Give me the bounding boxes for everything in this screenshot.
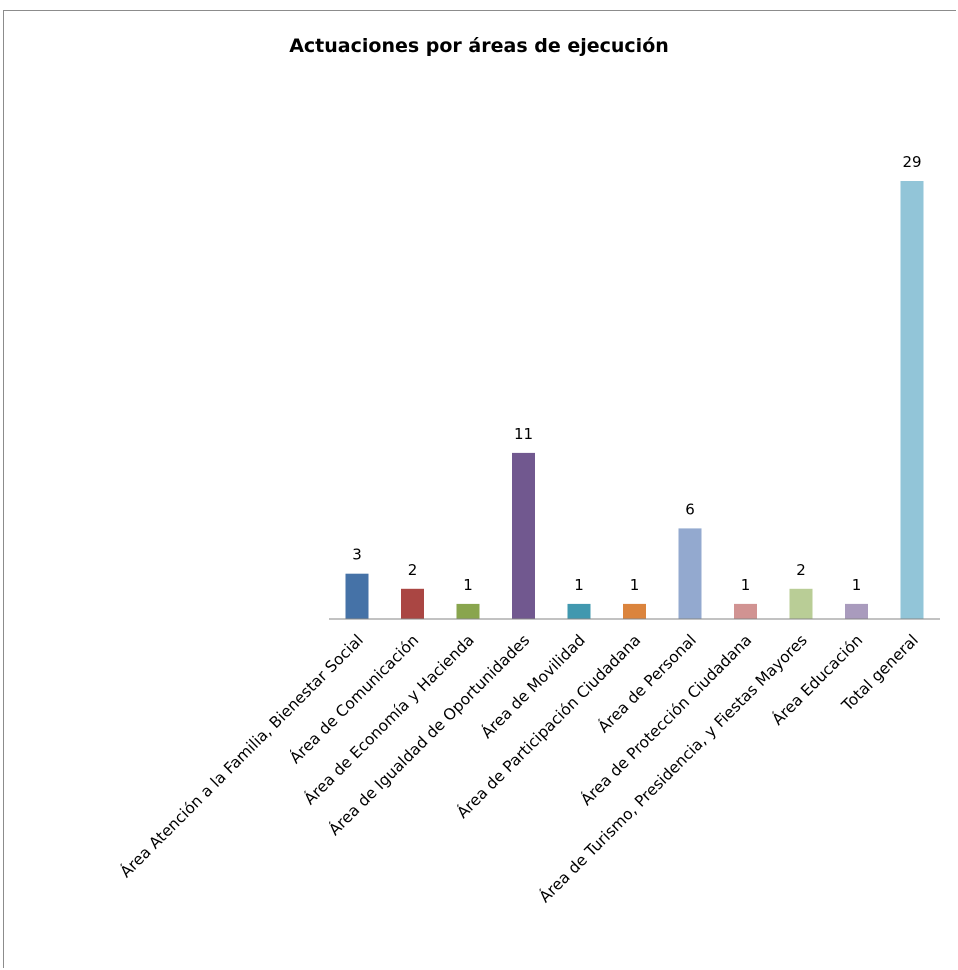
bar-4 [567,603,591,619]
bar-9 [845,603,868,619]
category-label-4: Área de Movilidad [477,630,589,742]
data-label-7: 1 [741,576,751,594]
category-label-8: Área de Turismo, Presidencia, y Fiestas … [535,630,811,906]
data-label-8: 2 [796,561,806,579]
data-label-0: 3 [352,546,362,564]
bar-1 [401,588,424,619]
category-label-0: Área Atención a la Familia, Bienestar So… [116,630,367,881]
bar-7 [734,603,757,619]
chart-frame [3,10,956,968]
data-label-6: 6 [685,500,695,518]
chart-title: Actuaciones por áreas de ejecución [289,35,669,57]
data-label-2: 1 [463,576,473,594]
category-label-3: Área de Igualdad de Oportunidades [325,630,534,839]
data-label-5: 1 [630,576,640,594]
data-label-4: 1 [574,576,584,594]
bar-10 [900,181,924,619]
bar-2 [456,603,480,619]
bar-0 [345,573,369,619]
data-label-10: 29 [902,153,921,171]
bar-5 [623,603,646,619]
data-label-9: 1 [852,576,862,594]
data-label-3: 11 [514,425,533,443]
bar-3 [512,452,535,619]
category-label-6: Área de Personal [594,630,700,736]
bar-6 [678,528,702,619]
data-label-1: 2 [408,561,418,579]
bar-8 [789,588,813,619]
